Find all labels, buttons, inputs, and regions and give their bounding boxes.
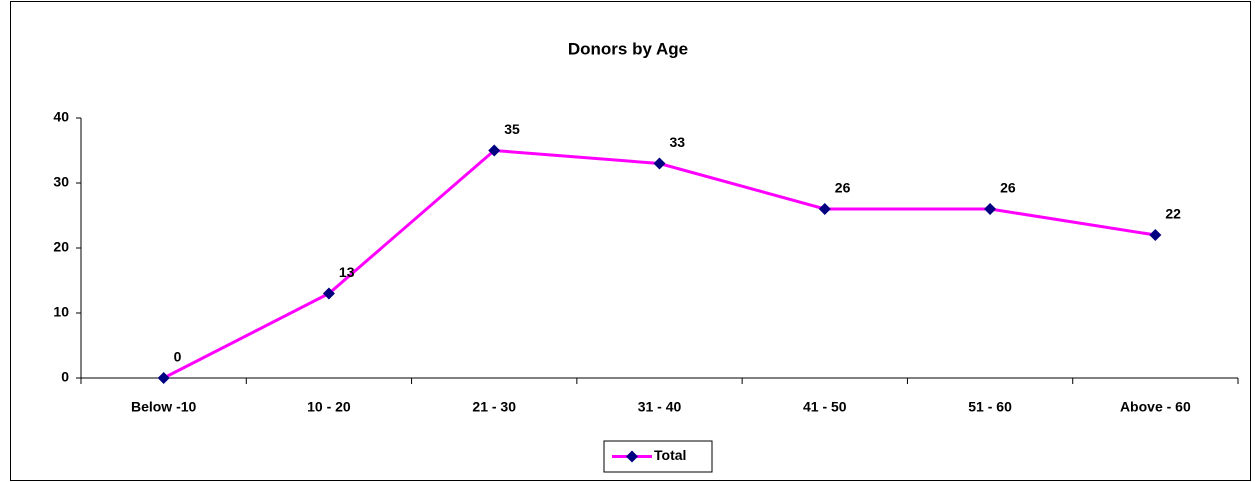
y-tick-label: 30	[53, 174, 69, 190]
marker	[1149, 229, 1162, 241]
marker	[157, 372, 170, 384]
data-label: 22	[1165, 206, 1181, 222]
data-label: 13	[339, 264, 355, 280]
data-label: 33	[670, 134, 686, 150]
x-tick-label: 10 - 20	[307, 399, 351, 415]
marker	[653, 157, 666, 170]
y-tick-label: 40	[53, 109, 69, 125]
chart-title: Donors by Age	[568, 39, 688, 58]
data-label: 35	[504, 121, 520, 137]
y-tick-label: 0	[61, 369, 69, 385]
y-tick-label: 20	[53, 239, 69, 255]
data-label: 26	[835, 180, 851, 196]
x-tick-label: 51 - 60	[968, 399, 1012, 415]
chart-border	[10, 1, 1251, 481]
marker	[488, 144, 501, 157]
marker	[984, 203, 997, 215]
x-tick-label: Above - 60	[1120, 399, 1191, 415]
data-label: 0	[174, 349, 182, 365]
legend-marker	[626, 450, 638, 463]
x-tick-label: 21 - 30	[472, 399, 516, 415]
x-tick-label: Below -10	[131, 399, 197, 415]
x-tick-label: 31 - 40	[638, 399, 682, 415]
marker	[322, 287, 335, 300]
x-tick-label: 41 - 50	[803, 399, 847, 415]
marker	[818, 203, 831, 215]
y-tick-label: 10	[53, 304, 69, 320]
legend-label: Total	[654, 447, 686, 463]
data-label: 26	[1000, 180, 1016, 196]
